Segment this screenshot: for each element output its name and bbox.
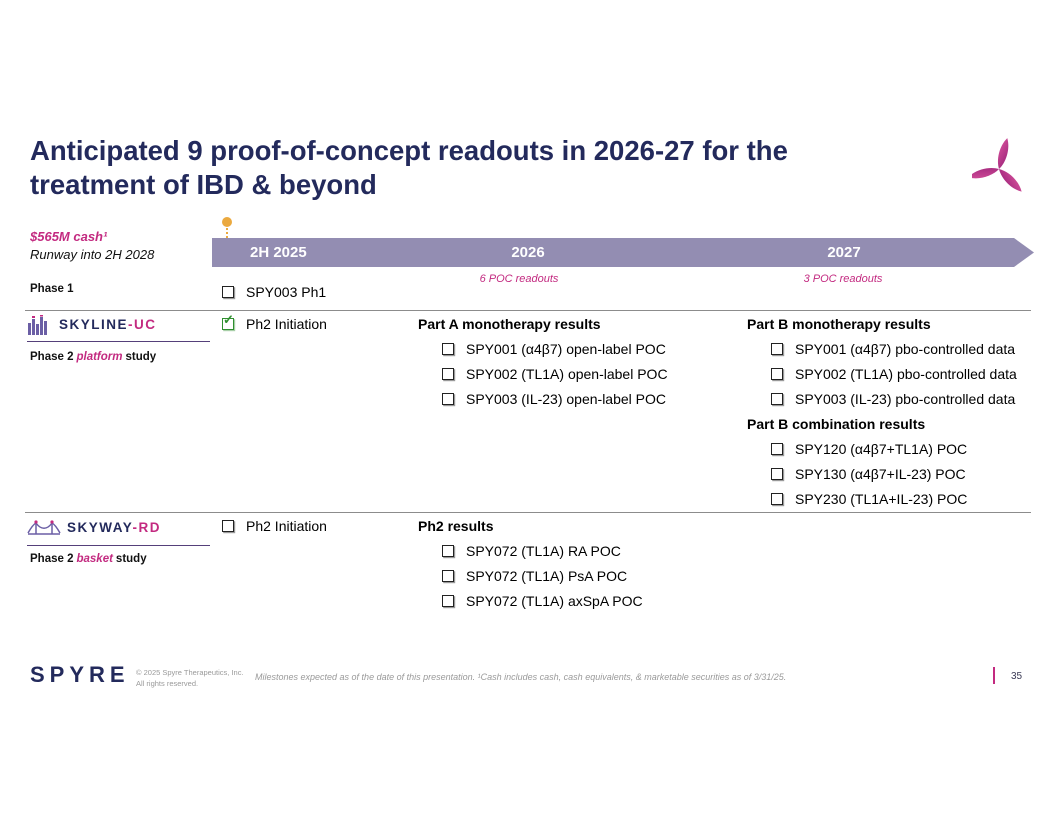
list-item: SPY003 (IL-23) open-label POC (418, 386, 668, 411)
timeline-label-2027: 2027 (827, 244, 861, 261)
list-item: SPY072 (TL1A) axSpA POC (418, 588, 643, 613)
phase1-row: SPY003 Ph1 (222, 279, 326, 304)
checkbox-icon (442, 569, 454, 582)
item-text: SPY072 (TL1A) axSpA POC (466, 592, 643, 609)
runway-label: Runway into 2H 2028 (30, 247, 155, 262)
item-text: SPY120 (α4β7+TL1A) POC (795, 440, 968, 457)
brand-suffix: -UC (128, 317, 157, 332)
list-item: SPY003 Ph1 (222, 279, 326, 304)
checkbox-icon (222, 519, 234, 532)
list-item: SPY130 (α4β7+IL-23) POC (747, 461, 1017, 486)
skyline-2026-column: Part A monotherapy results SPY001 (α4β7)… (418, 311, 668, 411)
list-item: SPY120 (α4β7+TL1A) POC (747, 436, 1017, 461)
row-divider (25, 310, 1031, 311)
checkbox-icon (771, 442, 783, 455)
brand-suffix: -RD (132, 520, 162, 535)
copyright-text: © 2025 Spyre Therapeutics, Inc. All righ… (136, 668, 244, 689)
checkbox-icon (771, 467, 783, 480)
checkbox-icon (442, 392, 454, 405)
footnote-text: Milestones expected as of the date of th… (255, 672, 787, 682)
item-text: SPY072 (TL1A) RA POC (466, 542, 621, 559)
column-header: Part A monotherapy results (418, 315, 601, 332)
timeline-arrow-bar: 2H 2025 2026 2027 (212, 238, 1034, 267)
page-title-line2: treatment of IBD & beyond (30, 168, 377, 200)
timeline-label-2h2025: 2H 2025 (250, 244, 307, 261)
list-item: SPY001 (α4β7) pbo-controlled data (747, 336, 1017, 361)
list-item: Ph2 Initiation (222, 513, 327, 538)
page-title-line1: Anticipated 9 proof-of-concept readouts … (30, 135, 788, 166)
checkbox-icon (771, 367, 783, 380)
item-text: SPY230 (TL1A+IL-23) POC (795, 490, 968, 507)
poc-readouts-2027-label: 3 POC readouts (803, 273, 883, 285)
spyre-pinwheel-icon (967, 136, 1026, 201)
skyway-2025-column: Ph2 Initiation (222, 513, 327, 538)
study-label: Phase 2 platform study (30, 351, 159, 363)
study-suffix: study (115, 553, 147, 565)
list-item: SPY002 (TL1A) open-label POC (418, 361, 668, 386)
item-text: SPY003 (IL-23) pbo-controlled data (795, 390, 1016, 407)
checked-checkbox-icon (222, 312, 234, 330)
page-title: Anticipated 9 proof-of-concept readouts … (30, 134, 950, 201)
skyline-uc-logo: SKYLINE-UC (27, 315, 157, 335)
row-divider (25, 512, 1031, 513)
item-text: Ph2 Initiation (246, 315, 327, 332)
item-text: SPY002 (TL1A) open-label POC (466, 365, 668, 382)
column-header: Part B monotherapy results (747, 315, 931, 332)
copyright-line1: © 2025 Spyre Therapeutics, Inc. (136, 668, 244, 677)
checkbox-icon (771, 392, 783, 405)
item-text: SPY130 (α4β7+IL-23) POC (795, 465, 966, 482)
skyway-rd-icon (27, 520, 61, 535)
list-item: SPY230 (TL1A+IL-23) POC (747, 486, 1017, 511)
study-prefix: Phase 2 (30, 553, 74, 565)
item-text: Ph2 Initiation (246, 517, 327, 534)
study-type: basket (76, 553, 113, 565)
copyright-line2: All rights reserved. (136, 678, 199, 688)
checkbox-icon (771, 342, 783, 355)
column-header: Ph2 results (418, 517, 494, 534)
logo-underline (27, 545, 210, 546)
spyre-wordmark: SPYRE (30, 662, 130, 687)
skyline-uc-icon (28, 315, 47, 335)
checkbox-icon (442, 342, 454, 355)
skyway-rd-logo: SKYWAY-RD (27, 518, 161, 538)
list-item: SPY002 (TL1A) pbo-controlled data (747, 361, 1017, 386)
item-text: SPY002 (TL1A) pbo-controlled data (795, 365, 1017, 382)
list-item: SPY003 (IL-23) pbo-controlled data (747, 386, 1017, 411)
checkbox-icon (442, 594, 454, 607)
logo-underline (27, 341, 210, 342)
study-type: platform (76, 351, 123, 363)
item-text: SPY001 (α4β7) pbo-controlled data (795, 340, 1016, 357)
skyline-2025-column: Ph2 Initiation (222, 311, 327, 336)
checkbox-icon (771, 492, 783, 505)
item-text: SPY001 (α4β7) open-label POC (466, 340, 666, 357)
poc-readouts-2026-label: 6 POC readouts (479, 273, 559, 285)
skyway-2026-column: Ph2 results SPY072 (TL1A) RA POC SPY072 … (418, 513, 643, 613)
study-prefix: Phase 2 (30, 351, 74, 363)
list-item: SPY001 (α4β7) open-label POC (418, 336, 668, 361)
checkbox-icon (442, 367, 454, 380)
column-header: Part B combination results (747, 415, 926, 432)
today-marker-line (226, 228, 228, 238)
today-marker-dot (222, 217, 232, 227)
list-item: SPY072 (TL1A) RA POC (418, 538, 643, 563)
item-text: SPY072 (TL1A) PsA POC (466, 567, 628, 584)
brand-name: SKYWAY (67, 520, 133, 535)
list-item: Ph2 Initiation (222, 311, 327, 336)
item-text: SPY003 Ph1 (246, 283, 327, 300)
study-suffix: study (125, 351, 157, 363)
timeline-label-2026: 2026 (511, 244, 545, 261)
study-label: Phase 2 basket study (30, 553, 150, 565)
checkbox-icon (442, 544, 454, 557)
page-number-divider (993, 667, 995, 684)
checkbox-icon (222, 285, 234, 298)
cash-position-label: $565M cash¹ (30, 229, 108, 244)
page-number: 35 (1011, 671, 1023, 682)
skyline-2027-column: Part B monotherapy results SPY001 (α4β7)… (747, 311, 1017, 511)
phase1-row-label: Phase 1 (30, 283, 74, 295)
brand-name: SKYLINE (59, 317, 129, 332)
list-item: SPY072 (TL1A) PsA POC (418, 563, 643, 588)
item-text: SPY003 (IL-23) open-label POC (466, 390, 666, 407)
